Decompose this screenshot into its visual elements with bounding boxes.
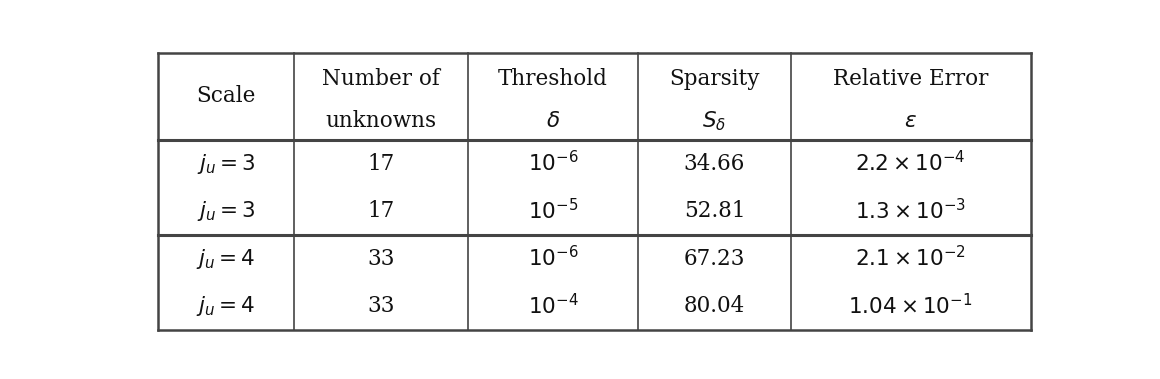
Text: $S_\delta$: $S_\delta$ — [702, 109, 726, 133]
Text: $\delta$: $\delta$ — [546, 110, 560, 132]
Text: Number of: Number of — [322, 68, 440, 90]
Text: 34.66: 34.66 — [683, 153, 745, 175]
Text: 17: 17 — [368, 200, 394, 222]
Text: Relative Error: Relative Error — [833, 68, 988, 90]
Text: Threshold: Threshold — [498, 68, 608, 90]
Text: $2.1 \times 10^{-2}$: $2.1 \times 10^{-2}$ — [855, 246, 966, 271]
Text: 52.81: 52.81 — [683, 200, 745, 222]
Text: $j_u = 3$: $j_u = 3$ — [197, 152, 255, 176]
Text: $10^{-6}$: $10^{-6}$ — [528, 246, 579, 271]
Text: $1.04 \times 10^{-1}$: $1.04 \times 10^{-1}$ — [848, 294, 973, 319]
Text: 80.04: 80.04 — [683, 295, 745, 317]
Text: $10^{-4}$: $10^{-4}$ — [528, 294, 579, 319]
Text: $j_u = 4$: $j_u = 4$ — [196, 247, 256, 271]
Text: Sparsity: Sparsity — [669, 68, 760, 90]
Text: $j_u = 4$: $j_u = 4$ — [196, 294, 256, 318]
Text: 67.23: 67.23 — [683, 248, 745, 270]
Text: $10^{-5}$: $10^{-5}$ — [528, 199, 578, 224]
Text: $2.2 \times 10^{-4}$: $2.2 \times 10^{-4}$ — [855, 151, 966, 177]
Text: Scale: Scale — [196, 85, 255, 107]
Text: 33: 33 — [367, 248, 394, 270]
Text: 17: 17 — [368, 153, 394, 175]
Text: $1.3 \times 10^{-3}$: $1.3 \times 10^{-3}$ — [855, 199, 966, 224]
Text: unknowns: unknowns — [325, 110, 436, 132]
Text: 33: 33 — [367, 295, 394, 317]
Text: $\varepsilon$: $\varepsilon$ — [904, 110, 918, 132]
Text: $10^{-6}$: $10^{-6}$ — [528, 151, 579, 177]
Text: $j_u = 3$: $j_u = 3$ — [197, 199, 255, 223]
